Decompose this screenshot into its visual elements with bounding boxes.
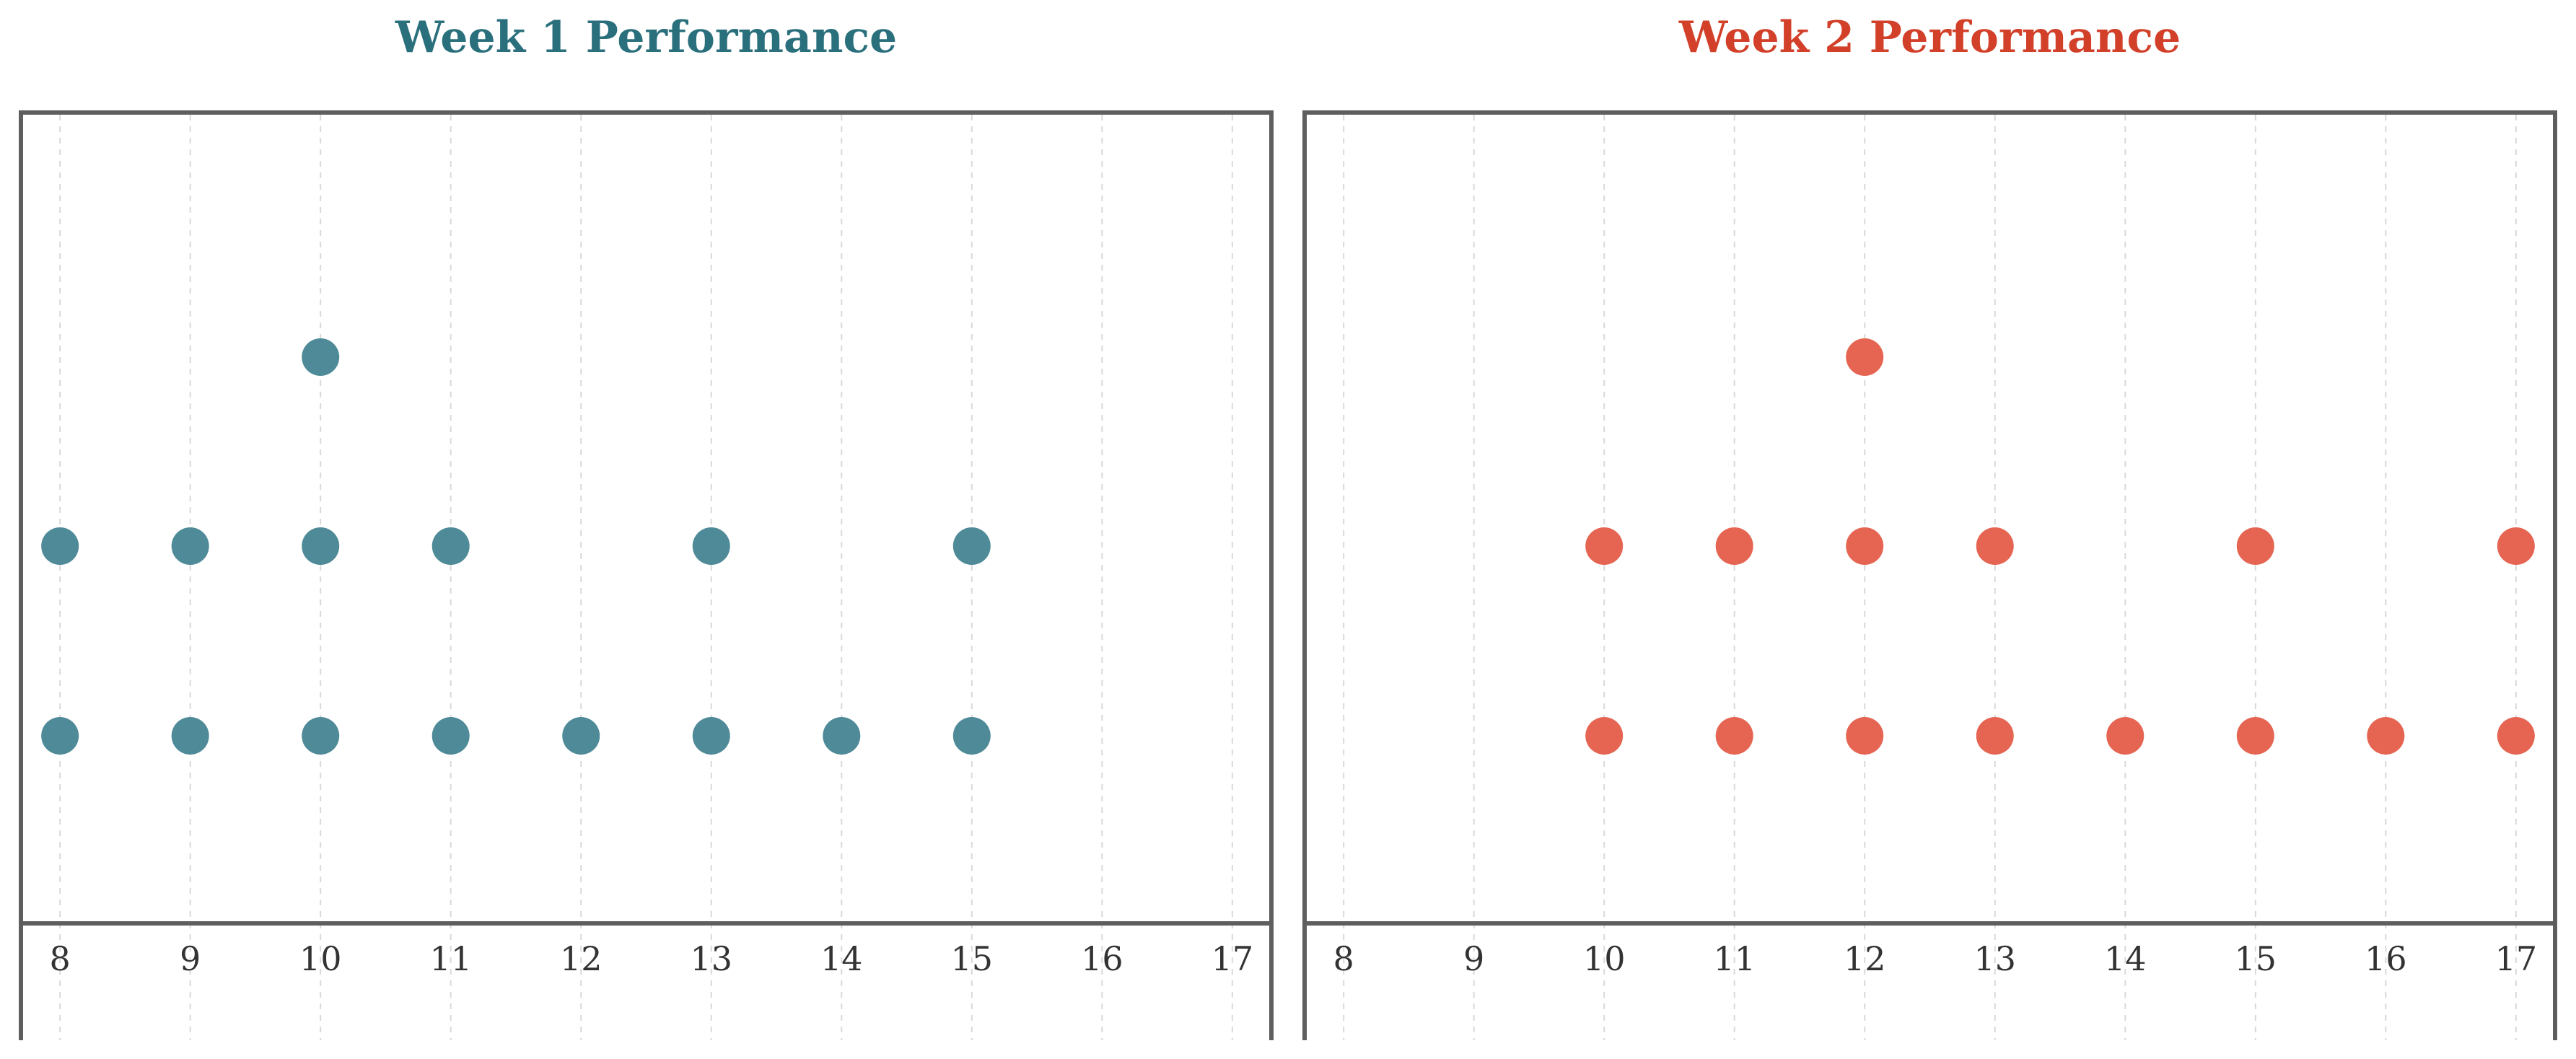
x-tick-label: 14: [2104, 939, 2147, 978]
data-point: [431, 527, 470, 565]
chart-panel-2: Week 2 Performance 8 9 10 11 12 13 14 15 16 17: [1302, 12, 2557, 1040]
x-tick-label: 16: [2365, 939, 2407, 978]
data-point: [1585, 717, 1624, 755]
chart-title: Week 2 Performance: [1678, 12, 2181, 63]
x-tick-label: 9: [180, 939, 201, 978]
data-point: [1976, 717, 2014, 755]
chart-title: Week 1 Performance: [395, 12, 897, 63]
data-point: [1715, 527, 1753, 565]
x-tick-label: 17: [1212, 939, 1254, 978]
x-tick-label: 11: [429, 939, 472, 978]
data-point: [41, 717, 79, 755]
x-tick-label: 16: [1081, 939, 1123, 978]
x-tick-label: 10: [1583, 939, 1626, 978]
x-tick-label: 13: [1973, 939, 2016, 978]
x-tick-label: 15: [951, 939, 994, 978]
data-point: [2236, 717, 2274, 755]
x-tick-label: 8: [50, 939, 71, 978]
data-point: [2236, 527, 2274, 565]
data-point: [431, 717, 470, 755]
data-point: [2497, 717, 2535, 755]
data-point: [41, 527, 79, 565]
data-point: [2497, 527, 2535, 565]
data-point: [1846, 338, 1884, 376]
data-point: [171, 717, 209, 755]
data-point: [823, 717, 861, 755]
data-point: [1846, 527, 1884, 565]
data-point: [2106, 717, 2145, 755]
x-tick-label: 11: [1713, 939, 1756, 978]
x-tick-label: 8: [1333, 939, 1354, 978]
data-point: [952, 717, 991, 755]
data-point: [2367, 717, 2405, 755]
x-tick-label: 10: [299, 939, 342, 978]
x-tick-label: 17: [2495, 939, 2538, 978]
data-point: [692, 527, 730, 565]
data-point: [562, 717, 600, 755]
x-tick-label: 15: [2235, 939, 2277, 978]
chart-panel-1: Week 1 Performance 8 9 10 11 12 13 14 15 16 17: [19, 12, 1274, 1040]
data-point: [302, 527, 340, 565]
x-tick-label: 14: [820, 939, 863, 978]
data-point: [1715, 717, 1753, 755]
data-point: [692, 717, 730, 755]
data-point: [171, 527, 209, 565]
data-point: [952, 527, 991, 565]
x-tick-label: 12: [560, 939, 603, 978]
x-tick-label: 9: [1463, 939, 1484, 978]
data-point: [1976, 527, 2014, 565]
data-point: [1846, 717, 1884, 755]
plot-frame: [1302, 110, 2557, 1040]
x-tick-label: 13: [690, 939, 732, 978]
x-tick-label: 12: [1844, 939, 1886, 978]
data-point: [1585, 527, 1624, 565]
data-point: [302, 338, 340, 376]
data-point: [302, 717, 340, 755]
plot-frame: [19, 110, 1274, 1040]
